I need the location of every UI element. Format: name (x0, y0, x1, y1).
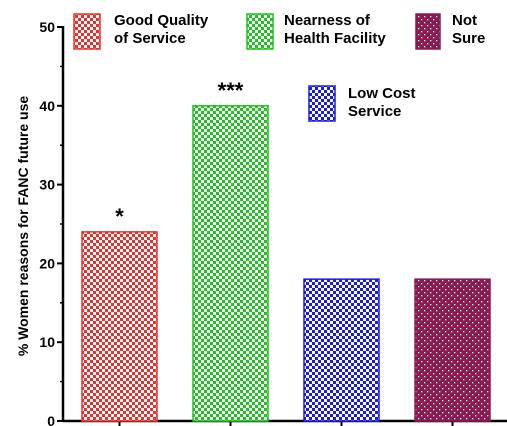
y-tick-label: 20 (39, 255, 55, 271)
y-tick-label: 10 (39, 334, 55, 350)
legend-swatch-4 (415, 13, 441, 50)
bar-1 (81, 231, 158, 422)
legend: Good Quality of Service Nearness of Health … (73, 12, 485, 122)
y-tick-label: 50 (39, 19, 55, 35)
y-tick-label: 0 (47, 413, 55, 426)
legend-swatch-3 (308, 85, 336, 122)
bar-2 (192, 105, 269, 422)
y-tick-label: 30 (39, 177, 55, 193)
y-axis-label: % Women reasons for FANC future use (15, 96, 31, 357)
legend-label-1: Good Quality of Service (114, 12, 209, 47)
y-tick-label: 40 (39, 98, 55, 114)
legend-label-4: Not Sure (452, 12, 485, 47)
legend-swatch-1 (73, 13, 101, 50)
bars (81, 105, 491, 422)
bar-4 (414, 278, 491, 422)
annotations: **** (115, 78, 244, 229)
legend-label-3: Low Cost Service (348, 85, 416, 120)
significance-annotation: * (115, 204, 124, 229)
legend-swatch-2 (246, 13, 274, 50)
significance-annotation: *** (218, 78, 244, 103)
bar-3 (303, 278, 380, 422)
legend-label-2: Nearness of Health Facility (284, 12, 386, 47)
